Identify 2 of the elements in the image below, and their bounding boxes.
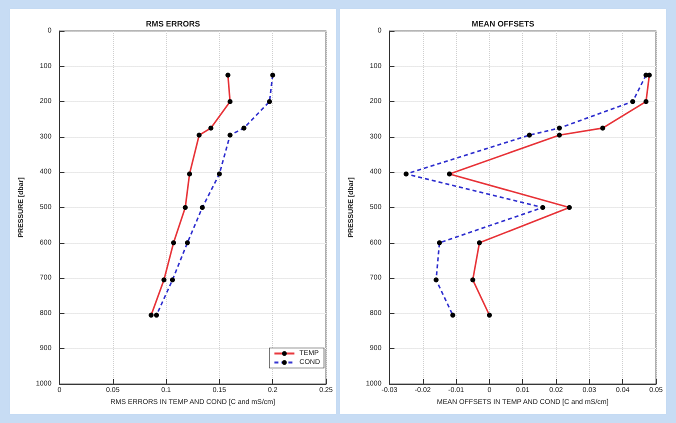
chart-title: MEAN OFFSETS	[472, 20, 535, 28]
chart-title: RMS ERRORS	[146, 20, 201, 28]
